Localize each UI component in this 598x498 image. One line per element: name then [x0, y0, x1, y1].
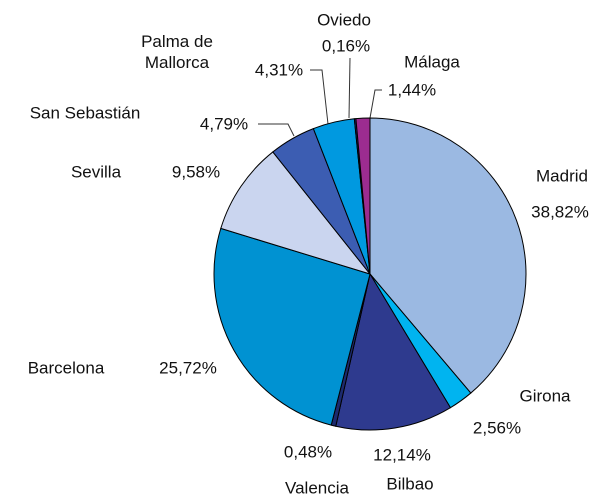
slice-name: Oviedo [317, 10, 371, 30]
slice-name: Barcelona [27, 358, 105, 378]
leader-line [369, 89, 382, 119]
slice-name: Málaga [404, 52, 460, 72]
value-label: 25,72% [159, 358, 217, 378]
leader-line [348, 57, 351, 119]
pie-slice [355, 117, 371, 275]
slice-name: Sevilla [70, 162, 122, 182]
slice-name: Girona [519, 386, 571, 406]
value-label: 1,44% [387, 80, 437, 100]
value-label: 9,58% [171, 162, 221, 182]
slice-name: Palma de Mallorca [141, 32, 213, 72]
value-label: 2,56% [472, 418, 522, 438]
slice-name: Valencia [285, 478, 349, 498]
pie-slice [369, 117, 527, 394]
pie-slice [220, 151, 372, 275]
slice-name: San Sebastián [29, 103, 141, 123]
slice-name: Madrid [536, 166, 588, 186]
value-label: 4,31% [254, 60, 304, 80]
leader-line [258, 123, 295, 137]
leader-line [310, 69, 329, 125]
pie-slice [213, 227, 371, 426]
value-label: 12,14% [373, 445, 431, 465]
value-label: 0,16% [321, 36, 371, 56]
value-label: 0,48% [283, 442, 333, 462]
slice-name: Bilbao [386, 474, 434, 494]
leader-lines [258, 57, 382, 137]
value-label: 38,82% [531, 202, 589, 222]
value-label: 4,79% [199, 114, 249, 134]
pie-slice [335, 272, 452, 431]
